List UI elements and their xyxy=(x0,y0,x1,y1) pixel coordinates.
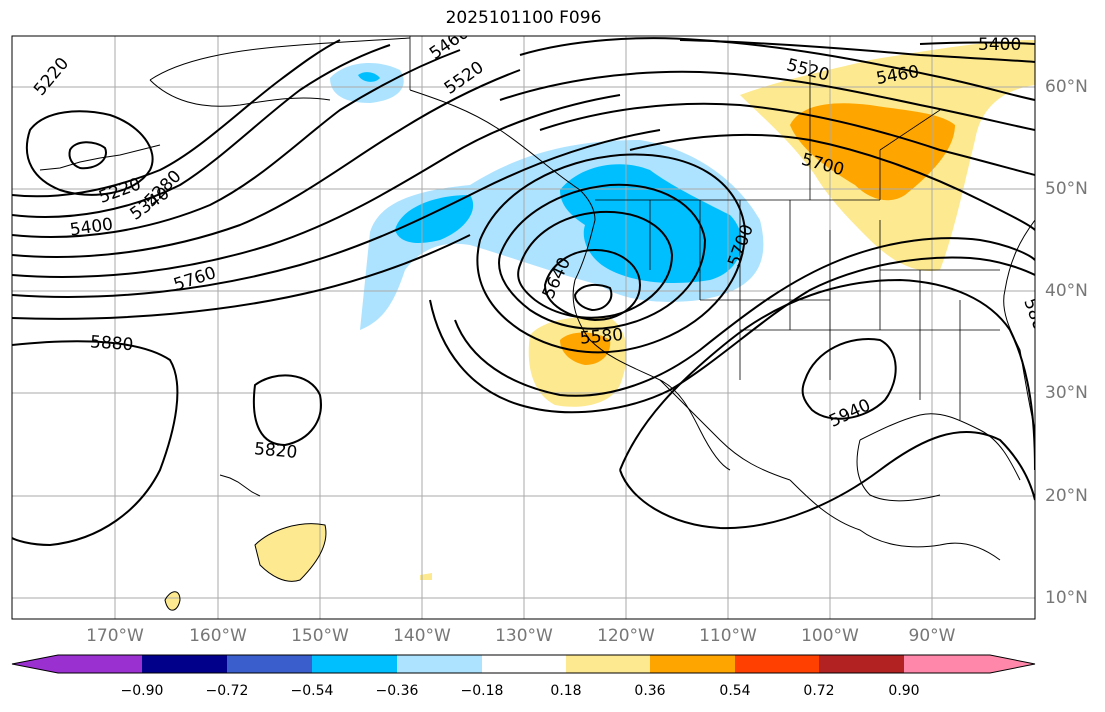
colorbar-segment-min xyxy=(12,655,142,673)
lon-label-100w: 100°W xyxy=(801,626,859,646)
map-title: 2025101100 F096 xyxy=(445,8,602,28)
lon-label-150w: 150°W xyxy=(291,626,349,646)
colorbar-outline xyxy=(11,654,1036,674)
colorbar-tick-label: 0.36 xyxy=(634,683,666,699)
colorbar-segment xyxy=(312,655,397,673)
height-contours xyxy=(12,37,1035,547)
lon-label-110w: 110°W xyxy=(699,626,757,646)
contour-label: 5820 xyxy=(253,439,298,463)
lat-lon-grid xyxy=(12,36,1035,619)
contour-label: 5400 xyxy=(978,35,1021,55)
lon-label-120w: 120°W xyxy=(597,626,655,646)
positive-anomaly-dark-region-california xyxy=(560,332,611,365)
lat-label-40n: 40°N xyxy=(1045,281,1088,301)
negative-anomaly-light-region-north xyxy=(330,63,404,103)
lat-label-10n: 10°N xyxy=(1045,588,1088,608)
contour-label: 5880 xyxy=(89,332,134,355)
colorbar-tick-label: 0.90 xyxy=(888,683,920,699)
colorbar-tick-label: 0.72 xyxy=(803,683,835,699)
colorbar-segment xyxy=(482,655,566,673)
negative-anomaly-dark-region-north xyxy=(358,72,380,82)
colorbar-segment xyxy=(397,655,482,673)
map-frame xyxy=(11,35,1036,620)
colorbar-tick-label: −0.90 xyxy=(120,683,164,699)
colorbar-tick-label: −0.18 xyxy=(460,683,504,699)
lat-label-60n: 60°N xyxy=(1045,77,1088,97)
colorbar-tick-label: −0.72 xyxy=(205,683,249,699)
lat-label-50n: 50°N xyxy=(1045,179,1088,199)
lon-label-160w: 160°W xyxy=(189,626,247,646)
colorbar-segment xyxy=(566,655,650,673)
colorbar-segment-max xyxy=(904,655,1035,673)
positive-anomaly-light-region-hawaii xyxy=(255,523,326,582)
colorbar xyxy=(11,654,1036,674)
colorbar-segment xyxy=(650,655,735,673)
colorbar-segment xyxy=(735,655,819,673)
positive-anomaly-light-region-small-1 xyxy=(165,591,180,611)
colorbar-segment xyxy=(819,655,904,673)
lon-label-140w: 140°W xyxy=(393,626,451,646)
colorbar-segment xyxy=(227,655,312,673)
positive-anomaly-light-region-small-2 xyxy=(420,573,432,580)
colorbar-segment xyxy=(142,655,227,673)
colorbar-tick-label: −0.54 xyxy=(290,683,334,699)
lon-label-170w: 170°W xyxy=(86,626,144,646)
lat-label-20n: 20°N xyxy=(1045,486,1088,506)
contour-label: 5580 xyxy=(579,325,624,349)
negative-anomaly-dark-region-west xyxy=(395,195,474,243)
coastlines xyxy=(39,37,1035,611)
lon-label-90w: 90°W xyxy=(908,626,956,646)
colorbar-tick-label: 0.18 xyxy=(550,683,582,699)
colorbar-tick-label: 0.54 xyxy=(719,683,751,699)
colorbar-tick-label: −0.36 xyxy=(375,683,419,699)
lon-label-130w: 130°W xyxy=(495,626,553,646)
lat-label-30n: 30°N xyxy=(1045,383,1088,403)
